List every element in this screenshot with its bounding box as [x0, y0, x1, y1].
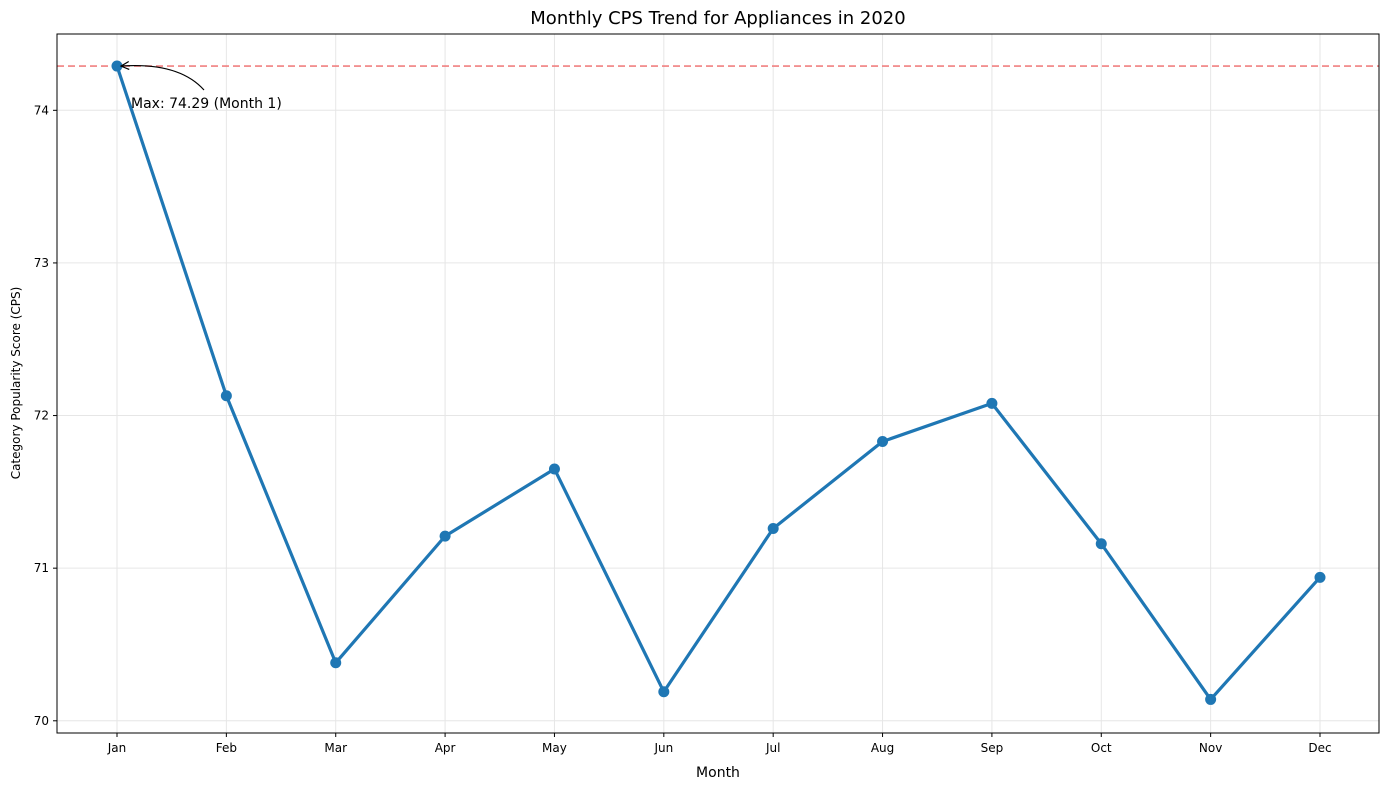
data-point-jan [111, 60, 123, 72]
x-tick-label: Jun [653, 741, 673, 755]
x-tick-label: Jul [765, 741, 780, 755]
annotation-layer: Max: 74.29 (Month 1) [121, 66, 282, 112]
axes-frame [56, 33, 1380, 734]
x-tick-label: Oct [1091, 741, 1112, 755]
x-tick-label: Apr [435, 741, 456, 755]
data-point-jun [658, 686, 670, 698]
data-point-aug [877, 435, 889, 447]
annotation-arrow [121, 66, 205, 91]
max-annotation-text: Max: 74.29 (Month 1) [131, 96, 282, 112]
plot-area [57, 34, 1379, 733]
series-line [115, 64, 1322, 702]
x-tick-label: Aug [871, 741, 894, 755]
data-point-apr [439, 530, 451, 542]
series-layer [111, 60, 1326, 705]
data-point-may [548, 463, 560, 475]
grid [57, 34, 1379, 733]
x-tick-label: Nov [1199, 741, 1222, 755]
data-point-oct [1095, 538, 1107, 550]
data-point-feb [220, 390, 232, 402]
x-tick-label: Sep [981, 741, 1004, 755]
data-point-sep [986, 397, 998, 409]
y-tick-label: 70 [34, 714, 49, 728]
x-tick-label: Dec [1308, 741, 1331, 755]
data-point-dec [1314, 571, 1326, 583]
x-tick-label: Feb [216, 741, 237, 755]
y-tick-label: 73 [34, 256, 49, 270]
y-tick-label: 74 [34, 103, 49, 117]
x-tick-label: Mar [324, 741, 347, 755]
y-axis-label: Category Popularity Score (CPS) [9, 287, 23, 480]
y-tick-label: 71 [34, 561, 49, 575]
chart-title: Monthly CPS Trend for Appliances in 2020 [530, 8, 905, 29]
y-tick-label: 72 [34, 409, 49, 423]
x-axis-label: Month [696, 765, 740, 781]
data-point-nov [1205, 693, 1217, 705]
data-point-mar [330, 657, 342, 669]
data-point-jul [767, 522, 779, 534]
axes: Jan Feb Mar Apr May Jun Jul Aug Sep Oct Nov Dec 70 71… [34, 33, 1380, 755]
x-tick-label: Jan [107, 741, 127, 755]
x-tick-label: May [542, 741, 567, 755]
